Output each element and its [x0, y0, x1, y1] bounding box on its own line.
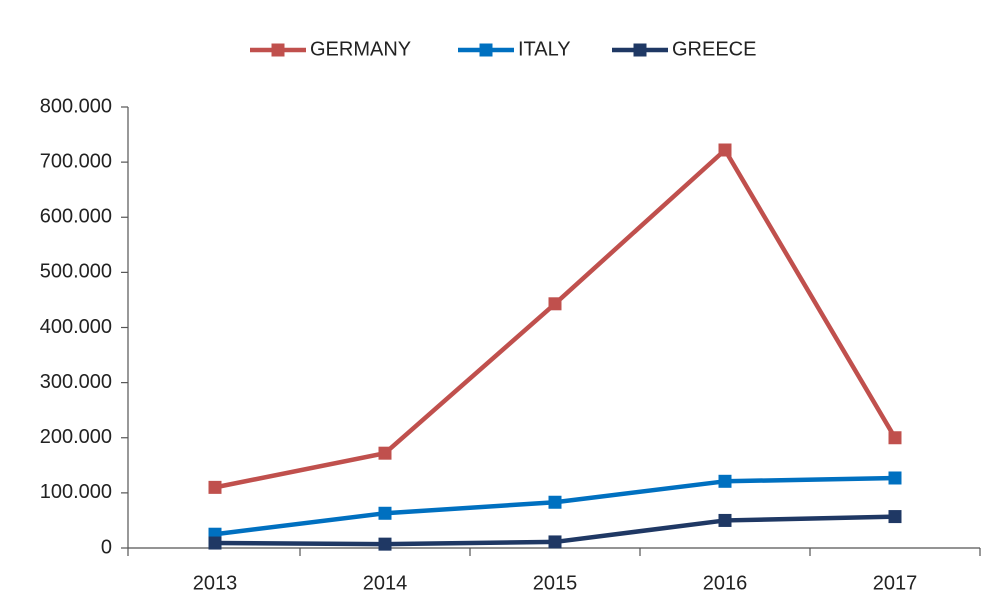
x-tick-label: 2014: [363, 572, 408, 594]
legend-label: ITALY: [518, 38, 571, 60]
y-tick-label: 300.000: [40, 371, 112, 393]
marker: [718, 513, 732, 527]
y-tick-label: 500.000: [40, 261, 112, 283]
x-tick-label: 2013: [193, 572, 238, 594]
marker: [208, 480, 222, 494]
marker: [718, 474, 732, 488]
series-line: [214, 147, 897, 490]
marker: [208, 536, 222, 550]
y-tick-label: 700.000: [40, 150, 112, 172]
marker: [888, 471, 902, 485]
y-tick-label: 100.000: [40, 481, 112, 503]
marker: [548, 495, 562, 509]
x-tick-label: 2015: [533, 572, 578, 594]
marker: [378, 506, 392, 520]
legend-label: GREECE: [672, 38, 756, 60]
y-tick-label: 800.000: [40, 95, 112, 117]
y-tick-label: 600.000: [40, 206, 112, 228]
marker: [888, 431, 902, 445]
marker: [378, 446, 392, 460]
marker: [718, 143, 732, 157]
marker: [548, 535, 562, 549]
legend-marker: [479, 43, 493, 57]
y-tick-label: 400.000: [40, 316, 112, 338]
x-tick-label: 2017: [873, 572, 918, 594]
y-tick-label: 0: [101, 536, 112, 558]
legend-label: GERMANY: [310, 38, 411, 60]
marker: [378, 537, 392, 551]
marker: [548, 297, 562, 311]
x-tick-label: 2016: [703, 572, 748, 594]
legend-marker: [633, 43, 647, 57]
y-tick-label: 200.000: [40, 426, 112, 448]
legend-marker: [271, 43, 285, 57]
marker: [888, 510, 902, 524]
